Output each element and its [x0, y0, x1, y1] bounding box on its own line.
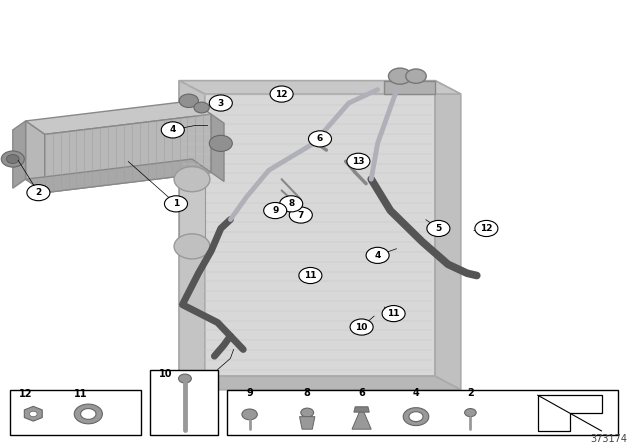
Polygon shape [352, 407, 371, 429]
Circle shape [388, 68, 412, 84]
Circle shape [270, 86, 293, 102]
Circle shape [475, 220, 498, 237]
Text: 373174: 373174 [590, 435, 627, 444]
Circle shape [406, 69, 426, 83]
Text: 10: 10 [355, 323, 368, 332]
Circle shape [1, 151, 24, 167]
Circle shape [209, 95, 232, 111]
Polygon shape [179, 376, 461, 390]
Text: 9: 9 [272, 206, 278, 215]
Polygon shape [211, 114, 224, 181]
Circle shape [6, 155, 19, 164]
Circle shape [242, 409, 257, 420]
FancyBboxPatch shape [150, 370, 218, 435]
Text: 2: 2 [35, 188, 42, 197]
Text: 8: 8 [304, 388, 310, 398]
Polygon shape [354, 407, 369, 412]
Polygon shape [179, 81, 435, 376]
Text: 7: 7 [298, 211, 304, 220]
Text: 11: 11 [304, 271, 317, 280]
Circle shape [161, 122, 184, 138]
Text: 4: 4 [413, 388, 419, 398]
Circle shape [350, 319, 373, 335]
Text: 6: 6 [317, 134, 323, 143]
Polygon shape [26, 101, 211, 134]
Circle shape [29, 411, 37, 417]
Circle shape [179, 94, 198, 108]
Polygon shape [179, 179, 205, 246]
Circle shape [308, 131, 332, 147]
Text: 5: 5 [435, 224, 442, 233]
Text: 12: 12 [19, 389, 33, 399]
Polygon shape [435, 81, 461, 390]
Text: 9: 9 [246, 388, 253, 398]
Text: 8: 8 [288, 199, 294, 208]
Polygon shape [26, 121, 45, 193]
Polygon shape [538, 395, 602, 431]
Circle shape [427, 220, 450, 237]
Polygon shape [384, 81, 435, 94]
Text: 11: 11 [74, 389, 87, 399]
Circle shape [280, 196, 303, 212]
Polygon shape [26, 159, 211, 193]
Polygon shape [13, 121, 26, 188]
Polygon shape [45, 114, 211, 193]
Circle shape [164, 196, 188, 212]
Circle shape [382, 306, 405, 322]
Text: 4: 4 [374, 251, 381, 260]
Circle shape [179, 374, 191, 383]
Text: 10: 10 [159, 369, 172, 379]
Circle shape [264, 202, 287, 219]
Polygon shape [24, 406, 42, 421]
Text: 2: 2 [467, 388, 474, 398]
Circle shape [465, 409, 476, 417]
Text: 12: 12 [275, 90, 288, 99]
Circle shape [366, 247, 389, 263]
Text: 11: 11 [387, 309, 400, 318]
Polygon shape [179, 81, 461, 94]
Circle shape [194, 102, 209, 113]
Circle shape [27, 185, 50, 201]
Circle shape [299, 267, 322, 284]
Circle shape [174, 234, 210, 259]
Circle shape [174, 167, 210, 192]
Text: 1: 1 [173, 199, 179, 208]
Circle shape [209, 135, 232, 151]
Text: 4: 4 [170, 125, 176, 134]
Text: 13: 13 [352, 157, 365, 166]
FancyBboxPatch shape [10, 390, 141, 435]
Text: 3: 3 [218, 99, 224, 108]
Circle shape [289, 207, 312, 223]
Polygon shape [179, 81, 205, 390]
Circle shape [347, 153, 370, 169]
Text: 12: 12 [480, 224, 493, 233]
Text: 6: 6 [358, 388, 365, 398]
Polygon shape [300, 417, 315, 429]
FancyBboxPatch shape [227, 390, 618, 435]
Circle shape [301, 408, 314, 417]
